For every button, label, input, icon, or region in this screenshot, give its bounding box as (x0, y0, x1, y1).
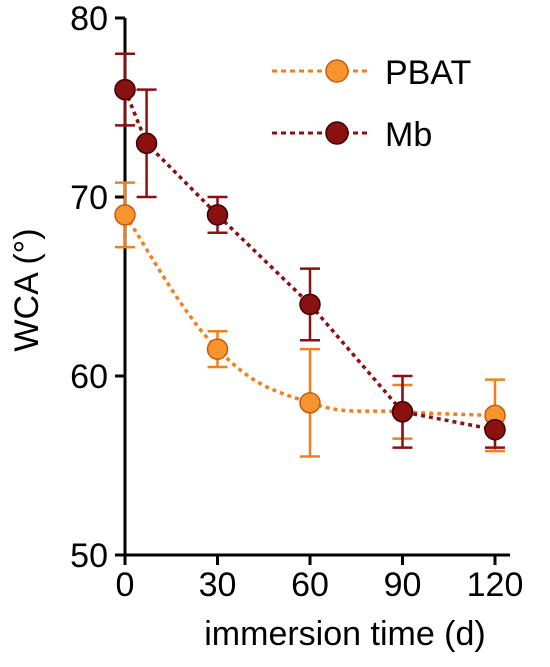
data-point-pbat (114, 204, 136, 226)
data-point-mb (484, 418, 506, 441)
y-tick-label: 60 (70, 358, 108, 396)
data-point-mb (114, 78, 136, 101)
y-tick-label: 70 (70, 179, 108, 217)
legend-marker-pbat (325, 59, 349, 83)
x-axis-title: immersion time (d) (204, 615, 485, 653)
y-tick-label: 50 (70, 537, 108, 575)
x-tick-label: 90 (384, 566, 422, 604)
legend-label-mb: Mb (385, 116, 432, 154)
legend-marker-mb (325, 121, 349, 145)
legend-item-pbat: PBAT (272, 54, 471, 92)
data-point-mb (206, 204, 229, 226)
data-point-mb (299, 293, 321, 316)
x-tick-label: 60 (291, 566, 329, 604)
data-point-pbat (206, 338, 229, 360)
x-tick-label: 120 (467, 566, 524, 604)
series-line-pbat (123, 213, 496, 418)
legend: PBAT Mb (272, 54, 471, 154)
data-point-pbat (299, 392, 321, 414)
y-tick-label: 80 (70, 0, 108, 38)
x-tick-label: 0 (116, 566, 135, 604)
x-tick-label: 30 (199, 566, 237, 604)
data-point-mb (135, 132, 158, 155)
legend-item-mb: Mb (272, 116, 432, 154)
y-ticks: 50 60 70 80 (70, 0, 125, 575)
plot-area: 50 60 70 80 0 30 60 90 120 (70, 0, 523, 604)
y-axis-title: WCA (°) (8, 228, 46, 351)
series-layer (114, 52, 506, 458)
legend-label-pbat: PBAT (385, 54, 471, 92)
x-ticks: 0 30 60 90 120 (116, 555, 524, 604)
data-point-mb (391, 401, 414, 423)
